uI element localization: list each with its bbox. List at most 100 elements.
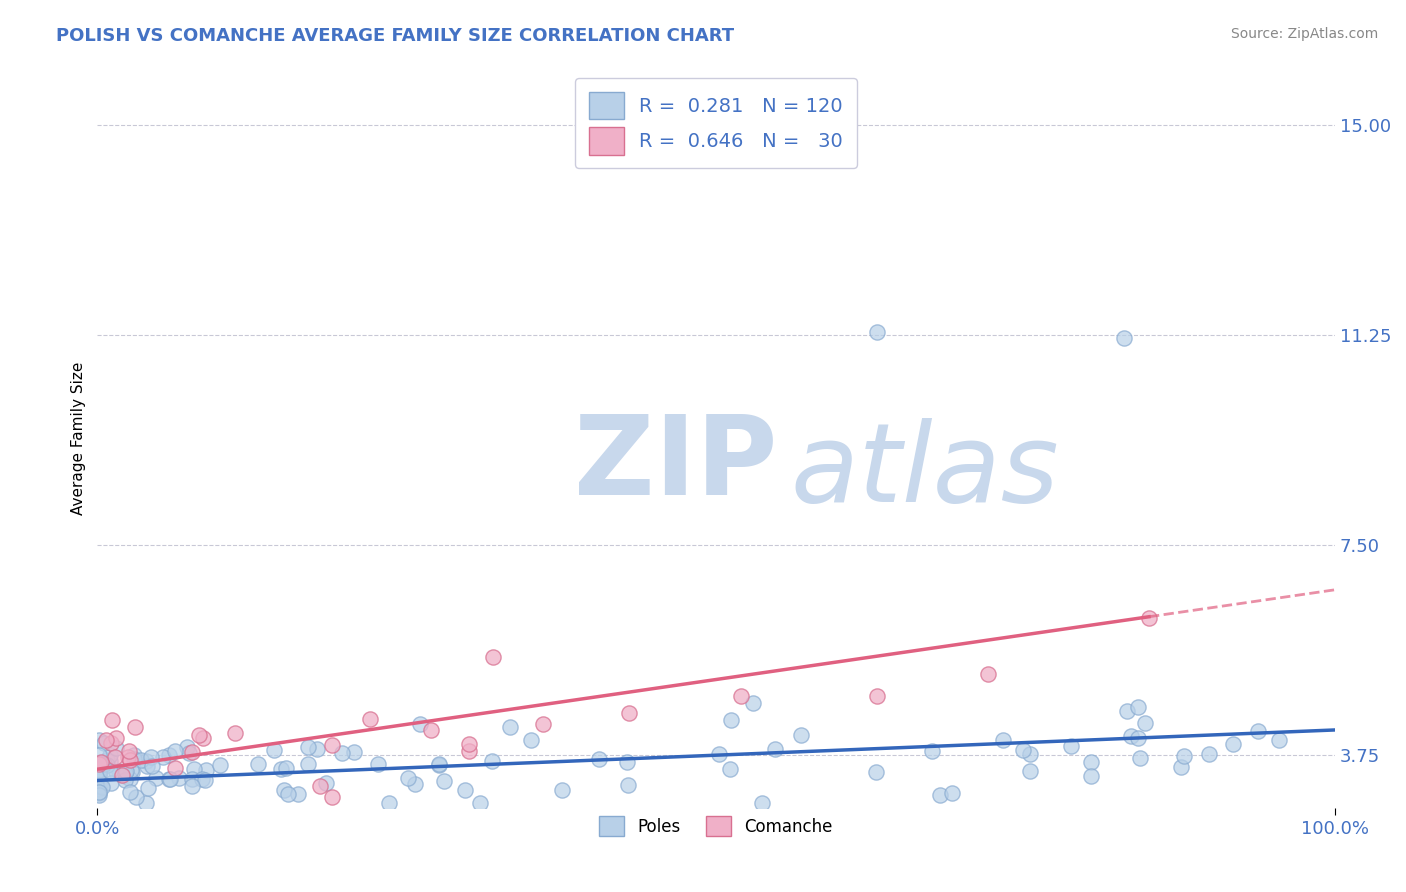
Point [751,796,773,810]
Point [118,744,141,758]
Point [96,753,118,767]
Point [1060,739,1083,753]
Point [330,746,353,760]
Point [87,747,110,762]
Point [104,750,127,764]
Point [1115,704,1137,718]
Point [343,745,366,759]
Point [98,764,121,778]
Point [433,774,456,789]
Point [89,780,111,794]
Point [1268,733,1291,747]
Point [420,723,443,737]
Point [709,747,731,761]
Text: atlas: atlas [790,418,1059,525]
Point [1129,751,1152,765]
Point [1114,330,1136,344]
Point [457,737,479,751]
Legend: Poles, Comanche: Poles, Comanche [591,807,841,845]
Point [179,746,201,760]
Point [100,776,122,790]
Point [263,743,285,757]
Point [224,726,246,740]
Point [277,787,299,801]
Point [273,783,295,797]
Point [741,696,763,710]
Point [619,706,641,720]
Point [87,773,110,788]
Point [167,771,190,785]
Point [865,765,887,780]
Point [921,744,943,758]
Point [309,779,332,793]
Point [730,690,752,704]
Point [1080,755,1102,769]
Point [616,755,638,769]
Point [297,757,319,772]
Point [1018,764,1040,779]
Point [194,772,217,787]
Point [531,717,554,731]
Point [941,786,963,800]
Point [135,796,157,810]
Point [315,776,337,790]
Point [93,757,115,772]
Point [118,785,141,799]
Point [163,744,186,758]
Point [180,745,202,759]
Point [1247,723,1270,738]
Point [125,789,148,804]
Point [929,788,952,802]
Point [519,732,541,747]
Point [181,772,204,786]
Point [141,758,163,772]
Point [191,772,214,786]
Point [114,766,136,780]
Point [1173,749,1195,764]
Point [454,783,477,797]
Point [122,748,145,763]
Point [195,763,218,777]
Point [181,779,204,793]
Point [118,772,141,787]
Point [118,753,141,767]
Point [100,713,122,727]
Point [122,752,145,766]
Point [499,720,522,734]
Point [247,757,270,772]
Point [114,769,136,783]
Point [104,741,127,756]
Point [188,728,211,742]
Point [1198,747,1220,761]
Point [104,764,127,779]
Point [404,777,426,791]
Point [98,755,121,769]
Point [108,764,131,778]
Point [307,742,329,756]
Point [1121,729,1143,743]
Point [427,758,450,772]
Point [482,650,505,665]
Point [121,764,143,779]
Point [427,756,450,771]
Point [790,728,813,742]
Point [117,750,139,764]
Point [157,747,180,762]
Point [321,790,343,805]
Point [588,752,610,766]
Point [866,325,889,339]
Point [409,717,432,731]
Point [297,740,319,755]
Point [152,750,174,764]
Point [287,787,309,801]
Point [209,757,232,772]
Y-axis label: Average Family Size: Average Family Size [72,362,86,516]
Point [191,731,214,745]
Point [159,772,181,786]
Point [470,796,492,810]
Point [977,667,1000,681]
Point [866,690,889,704]
Point [135,755,157,769]
Point [87,766,110,780]
Point [87,764,110,778]
